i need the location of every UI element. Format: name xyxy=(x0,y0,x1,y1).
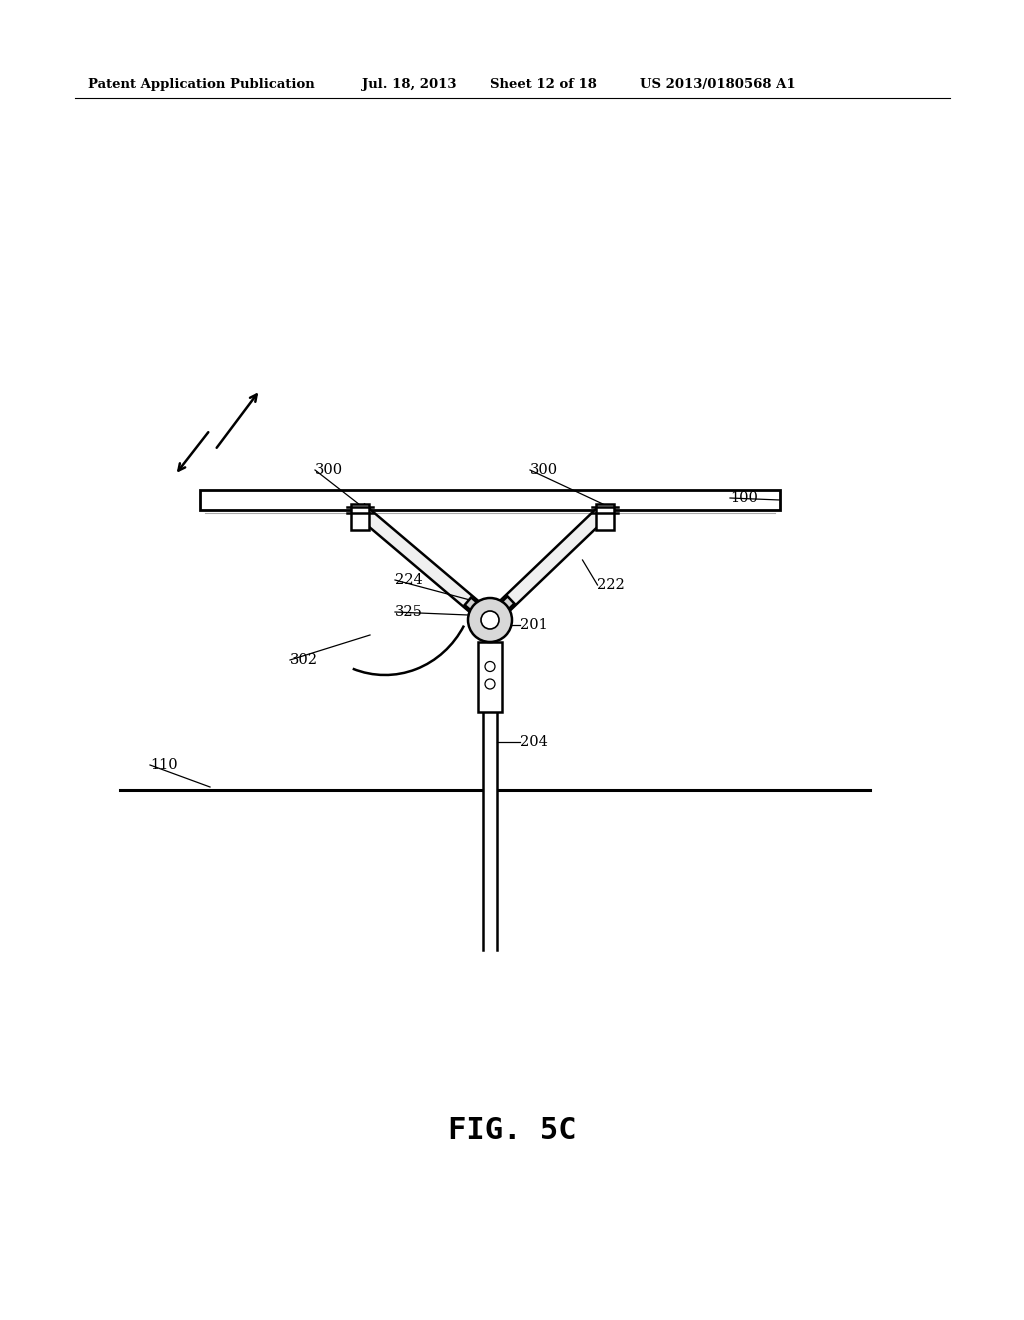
Text: 224: 224 xyxy=(395,573,423,587)
Text: 325: 325 xyxy=(395,605,423,619)
Bar xyxy=(200,490,780,510)
Text: 100: 100 xyxy=(730,491,758,506)
Circle shape xyxy=(485,661,495,672)
Text: Jul. 18, 2013: Jul. 18, 2013 xyxy=(362,78,457,91)
Text: 110: 110 xyxy=(150,758,177,772)
Text: 222: 222 xyxy=(597,578,626,591)
Text: 302: 302 xyxy=(290,653,318,667)
Bar xyxy=(478,642,502,711)
Circle shape xyxy=(468,598,512,642)
Text: US 2013/0180568 A1: US 2013/0180568 A1 xyxy=(640,78,796,91)
Polygon shape xyxy=(485,506,610,626)
Bar xyxy=(351,504,369,531)
Text: FIG. 5C: FIG. 5C xyxy=(447,1115,577,1144)
Text: 204: 204 xyxy=(520,735,548,748)
Text: Patent Application Publication: Patent Application Publication xyxy=(88,78,314,91)
Text: 201: 201 xyxy=(520,618,548,632)
Text: 300: 300 xyxy=(530,463,558,477)
Polygon shape xyxy=(355,504,495,626)
Circle shape xyxy=(485,678,495,689)
Bar xyxy=(465,598,487,619)
Text: Sheet 12 of 18: Sheet 12 of 18 xyxy=(490,78,597,91)
Text: 300: 300 xyxy=(315,463,343,477)
Bar xyxy=(492,597,514,619)
Circle shape xyxy=(481,611,499,630)
Bar xyxy=(596,504,614,531)
